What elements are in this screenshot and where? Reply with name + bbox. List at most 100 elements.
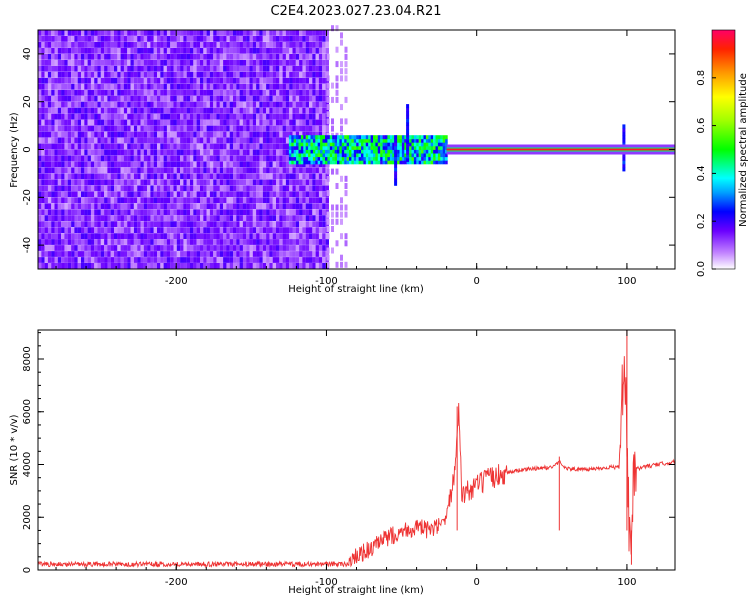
spectrogram-cell (133, 155, 138, 162)
spectrogram-cell (259, 155, 263, 162)
spectrogram-cell (259, 149, 263, 156)
spectrogram-cell (219, 257, 224, 263)
spectrogram-cell (54, 131, 58, 138)
spectrogram-cell (94, 239, 98, 245)
spectrogram-cell (331, 118, 334, 125)
spectrogram-cell (322, 263, 326, 269)
spectrogram-cell (389, 153, 393, 158)
spectrogram-cell (327, 153, 330, 158)
spectrogram-cell (223, 155, 227, 162)
spectrogram-cell (242, 191, 247, 198)
spectrogram-cell (216, 89, 220, 96)
spectrogram-cell (180, 119, 184, 126)
spectrogram-cell (305, 53, 310, 60)
y-tick-label: 8000 (22, 346, 33, 371)
spectrogram-cell (81, 173, 85, 180)
spectrogram-cell (399, 145, 403, 150)
spectrogram-cell (239, 125, 243, 132)
spectrogram-cell (157, 257, 161, 263)
spectrogram-cell (203, 215, 207, 221)
spectrogram-cell (289, 257, 293, 263)
spectrogram-cell (249, 191, 253, 198)
spectrogram-cell (100, 239, 105, 245)
spectrogram-cell (140, 36, 144, 42)
spectrogram-cell (196, 53, 200, 60)
spectrogram-cell (61, 167, 65, 174)
spectrogram-cell (229, 179, 234, 186)
spectrogram-cell (166, 149, 171, 156)
spectrogram-cell (150, 101, 154, 108)
spectrogram-cell (190, 119, 194, 126)
spectrogram-cell (380, 138, 383, 143)
spectrogram-cell (322, 215, 326, 221)
spectrogram-cell (200, 257, 204, 263)
spectrogram-cell (170, 107, 174, 114)
spectrogram-cell (282, 53, 286, 60)
spectrogram-cell (147, 263, 151, 269)
spectrogram-cell (296, 156, 299, 161)
spectrogram-cell (143, 65, 148, 72)
spectrogram-cell (47, 47, 52, 54)
spectrogram-cell (325, 215, 329, 221)
spectrogram-cell (368, 149, 371, 154)
spectrogram-cell (38, 137, 42, 144)
spectrogram-cell (226, 101, 230, 108)
spectrogram-cell (81, 95, 85, 102)
spectrogram-cell (117, 257, 121, 263)
spectrogram-cell (157, 179, 161, 186)
spectrogram-cell (206, 257, 210, 263)
spectrogram-cell (173, 233, 177, 239)
spectrogram-cell (219, 71, 224, 78)
spectrogram-cell (223, 167, 227, 174)
spectrogram-cell (133, 191, 138, 198)
spectrogram-cell (147, 221, 151, 227)
spectrogram-cell (117, 131, 121, 138)
spectrogram-cell (209, 113, 214, 120)
spectrogram-cell (84, 137, 88, 144)
spectrogram-cell (413, 156, 417, 161)
spectrogram-cell (341, 160, 345, 165)
spectrogram-cell (133, 42, 138, 48)
spectrogram-cell (203, 53, 207, 60)
spectrogram-cell (117, 65, 121, 72)
spectrogram-cell (358, 138, 362, 143)
spectrogram-cell (236, 179, 240, 186)
spectrogram-cell (74, 221, 78, 227)
spectrogram-cell (157, 173, 161, 180)
spectrogram-cell (242, 59, 247, 66)
spectrogram-cell (104, 107, 108, 114)
spectrogram-cell (285, 227, 290, 233)
spectrogram-cell (166, 263, 171, 269)
spectrogram-cell (322, 42, 326, 48)
spectrogram-cell (219, 77, 224, 84)
spectrogram-cell (203, 71, 207, 78)
spectrogram-cell (226, 131, 230, 138)
spectrogram-cell (299, 30, 303, 36)
spectrogram-cell (47, 233, 52, 239)
spectrogram-cell (51, 77, 55, 84)
spectrogram-cell (157, 197, 161, 204)
spectrogram-cell (282, 89, 286, 96)
spectrogram-cell (239, 149, 243, 156)
spectrogram-cell (166, 233, 171, 239)
spectrogram-cell (61, 161, 65, 168)
spectrogram-cell (163, 89, 167, 96)
spectrogram-cell (292, 233, 296, 239)
spectrogram-cell (186, 95, 191, 102)
spectrogram-cell (157, 221, 161, 227)
spectrogram-cell (404, 153, 407, 158)
spectrogram-cell (299, 167, 303, 174)
spectrogram-cell (57, 167, 62, 174)
spectrogram-cell (150, 149, 154, 156)
spectrogram-cell (114, 65, 118, 72)
spectrogram-cell (38, 179, 42, 186)
spectrogram-cell (302, 95, 306, 102)
spectrogram-cell (190, 71, 194, 78)
spectrogram-cell (100, 65, 105, 72)
spectrogram-cell (375, 156, 378, 161)
spectrogram-cell (289, 59, 293, 66)
spectrogram-cell (312, 149, 316, 154)
spectrogram-cell (81, 245, 85, 251)
spectrogram-cell (209, 215, 214, 221)
spectrogram-cell (344, 46, 348, 53)
